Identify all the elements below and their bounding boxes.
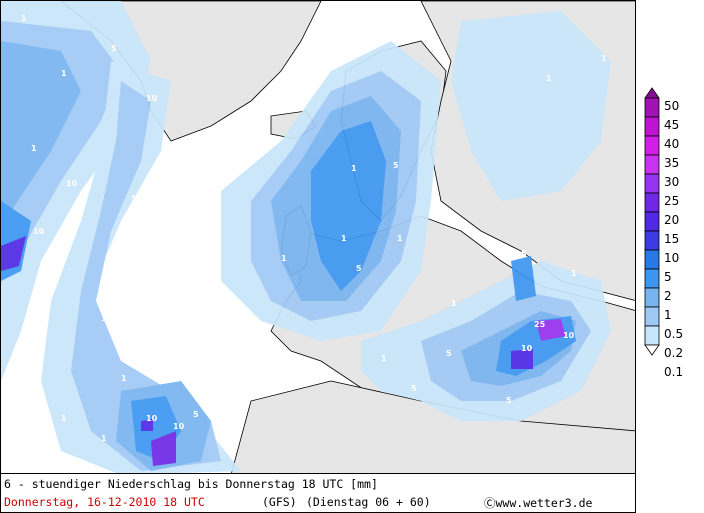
map-label: 1	[61, 69, 67, 78]
map-number-labels: 1 1 1 1 1 1 1 1 5 5 5 10 10 10 10 10 25 …	[21, 14, 607, 448]
legend-swatch	[644, 230, 660, 251]
legend-swatch	[644, 306, 660, 327]
map-label: 1	[571, 269, 577, 278]
precip-balkan-heavy	[511, 256, 536, 301]
map-label: 5	[111, 44, 117, 53]
precip-atlantic-south-max	[151, 431, 176, 466]
precip-atlantic-band-west-max	[1, 236, 26, 271]
legend-label-50: 50	[664, 99, 680, 113]
map-label: 10	[146, 414, 158, 423]
legend-arrow-bottom	[644, 344, 660, 356]
precip-legend: 50 45 40 35 30 25 20 15 10 5 2 1 0.5 0.2…	[643, 86, 704, 396]
map-label: 1	[121, 374, 127, 383]
legend-colorbar	[644, 87, 660, 356]
map-label: 5	[446, 349, 452, 358]
map-label: 1	[341, 234, 347, 243]
map-label: 10	[521, 344, 533, 353]
legend-swatch	[644, 135, 660, 156]
map-label: 10	[563, 331, 575, 340]
legend-label-40: 40	[664, 137, 680, 151]
legend-swatch	[644, 325, 660, 346]
map-label: 1	[231, 439, 237, 448]
precip-med-max	[511, 349, 533, 369]
map-label: 5	[193, 410, 199, 419]
legend-label-25: 25	[664, 194, 680, 208]
map-label: 1	[21, 14, 27, 23]
legend-label-2: 2	[664, 289, 672, 303]
caption-info-line: Donnerstag, 16-12-2010 18 UTC (GFS) (Die…	[4, 495, 592, 510]
map-label: 1	[381, 354, 387, 363]
caption-copyright: Ⓒwww.wetter3.de	[484, 496, 593, 510]
map-label: 5	[506, 396, 512, 405]
map-label: 5	[411, 384, 417, 393]
map-label: 10	[146, 94, 158, 103]
map-label: 10	[66, 179, 78, 188]
map-label: 1	[601, 54, 607, 63]
map-label: 1	[101, 314, 107, 323]
legend-swatch	[644, 173, 660, 194]
map-label: 1	[351, 164, 357, 173]
legend-arrow-top	[644, 87, 660, 99]
precip-atlantic-south-spot	[141, 419, 153, 431]
legend-label-0-2: 0.2	[664, 346, 684, 360]
map-label: 10	[173, 422, 185, 431]
legend-swatch	[644, 249, 660, 270]
legend-label-0-1: 0.1	[664, 365, 684, 379]
map-label: 1	[397, 234, 403, 243]
legend-swatch	[644, 116, 660, 137]
map-label: 25	[534, 320, 546, 329]
map-label: 1	[31, 144, 37, 153]
map-label: 5	[356, 264, 362, 273]
map-label: 5	[521, 249, 527, 258]
legend-swatch	[644, 154, 660, 175]
map-label: 5	[131, 194, 137, 203]
map-label: 5	[393, 161, 399, 170]
map-label: 1	[451, 299, 457, 308]
map-label: 1	[61, 414, 67, 423]
legend-swatch	[644, 211, 660, 232]
map-caption: 6 - stuendiger Niederschlag bis Donnerst…	[0, 474, 636, 513]
legend-label-0-5: 0.5	[664, 327, 684, 341]
map-label: 1	[281, 254, 287, 263]
map-label: 1	[546, 74, 552, 83]
legend-swatch	[644, 287, 660, 308]
precip-layer	[1, 1, 611, 473]
precip-northeast-light	[451, 11, 611, 201]
legend-label-10: 10	[664, 251, 680, 265]
legend-swatch	[644, 192, 660, 213]
precip-med-max2	[536, 319, 566, 341]
precip-atlantic-mid-inner	[71, 81, 221, 471]
legend-label-15: 15	[664, 232, 680, 246]
caption-date: Donnerstag, 16-12-2010 18 UTC	[4, 495, 205, 509]
map-label: 10	[33, 227, 45, 236]
caption-model: (GFS)	[262, 495, 297, 509]
legend-label-35: 35	[664, 156, 680, 170]
legend-label-45: 45	[664, 118, 680, 132]
legend-swatch	[644, 97, 660, 118]
caption-title: 6 - stuendiger Niederschlag bis Donnerst…	[4, 477, 378, 491]
legend-swatch	[644, 268, 660, 289]
precip-atlantic-band-west-core	[1, 41, 81, 231]
africa-land	[231, 380, 635, 473]
legend-label-20: 20	[664, 213, 680, 227]
caption-run: (Dienstag 06 + 60)	[306, 495, 431, 509]
precip-northsea-heavy	[311, 121, 386, 291]
map-label: 1	[301, 89, 307, 98]
legend-label-30: 30	[664, 175, 680, 189]
map-label: 1	[181, 314, 187, 323]
precipitation-map: 1 1 1 1 1 1 1 1 5 5 5 10 10 10 10 10 25 …	[0, 0, 636, 474]
legend-label-5: 5	[664, 270, 672, 284]
legend-label-1: 1	[664, 308, 672, 322]
map-canvas: 1 1 1 1 1 1 1 1 5 5 5 10 10 10 10 10 25 …	[1, 1, 635, 473]
map-label: 1	[101, 434, 107, 443]
